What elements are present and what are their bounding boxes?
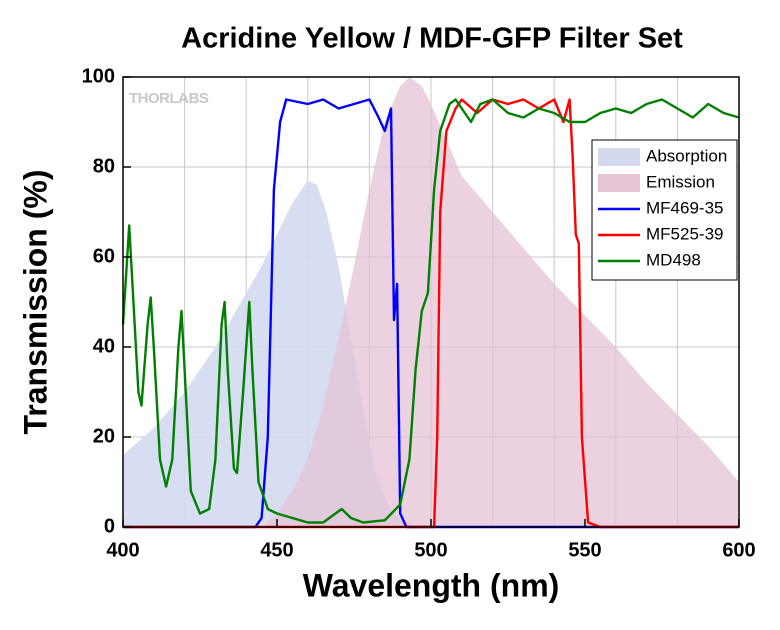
- legend-swatch: [598, 174, 640, 192]
- x-tick-label: 550: [568, 539, 601, 561]
- x-axis-label: Wavelength (nm): [303, 567, 560, 603]
- chart-title: Acridine Yellow / MDF-GFP Filter Set: [181, 23, 683, 55]
- x-tick-label: 600: [722, 539, 755, 561]
- area: [261, 77, 739, 527]
- legend-label: MD498: [646, 250, 701, 269]
- line: [121, 98, 740, 524]
- legend-label: MF525-39: [646, 224, 723, 243]
- y-tick-label: 100: [82, 65, 115, 87]
- line: [123, 98, 739, 529]
- x-tick-label: 400: [106, 539, 139, 561]
- watermark: THORLABS: [129, 90, 209, 107]
- legend-label: Absorption: [646, 146, 727, 165]
- y-tick-label: 80: [93, 155, 115, 177]
- legend-swatch: [598, 148, 640, 166]
- y-axis-label: Transmission (%): [17, 170, 53, 435]
- y-tick-label: 20: [93, 425, 115, 447]
- y-tick-label: 60: [93, 245, 115, 267]
- legend-label: MF469-35: [646, 198, 723, 217]
- y-tick-label: 0: [104, 515, 115, 537]
- legend-label: Emission: [646, 172, 715, 191]
- legend: Absorption Emission MF469-35 MF525-39 MD498: [591, 139, 738, 281]
- line: [123, 98, 739, 529]
- x-tick-label: 450: [260, 539, 293, 561]
- x-tick-label: 500: [414, 539, 447, 561]
- y-tick-label: 40: [93, 335, 115, 357]
